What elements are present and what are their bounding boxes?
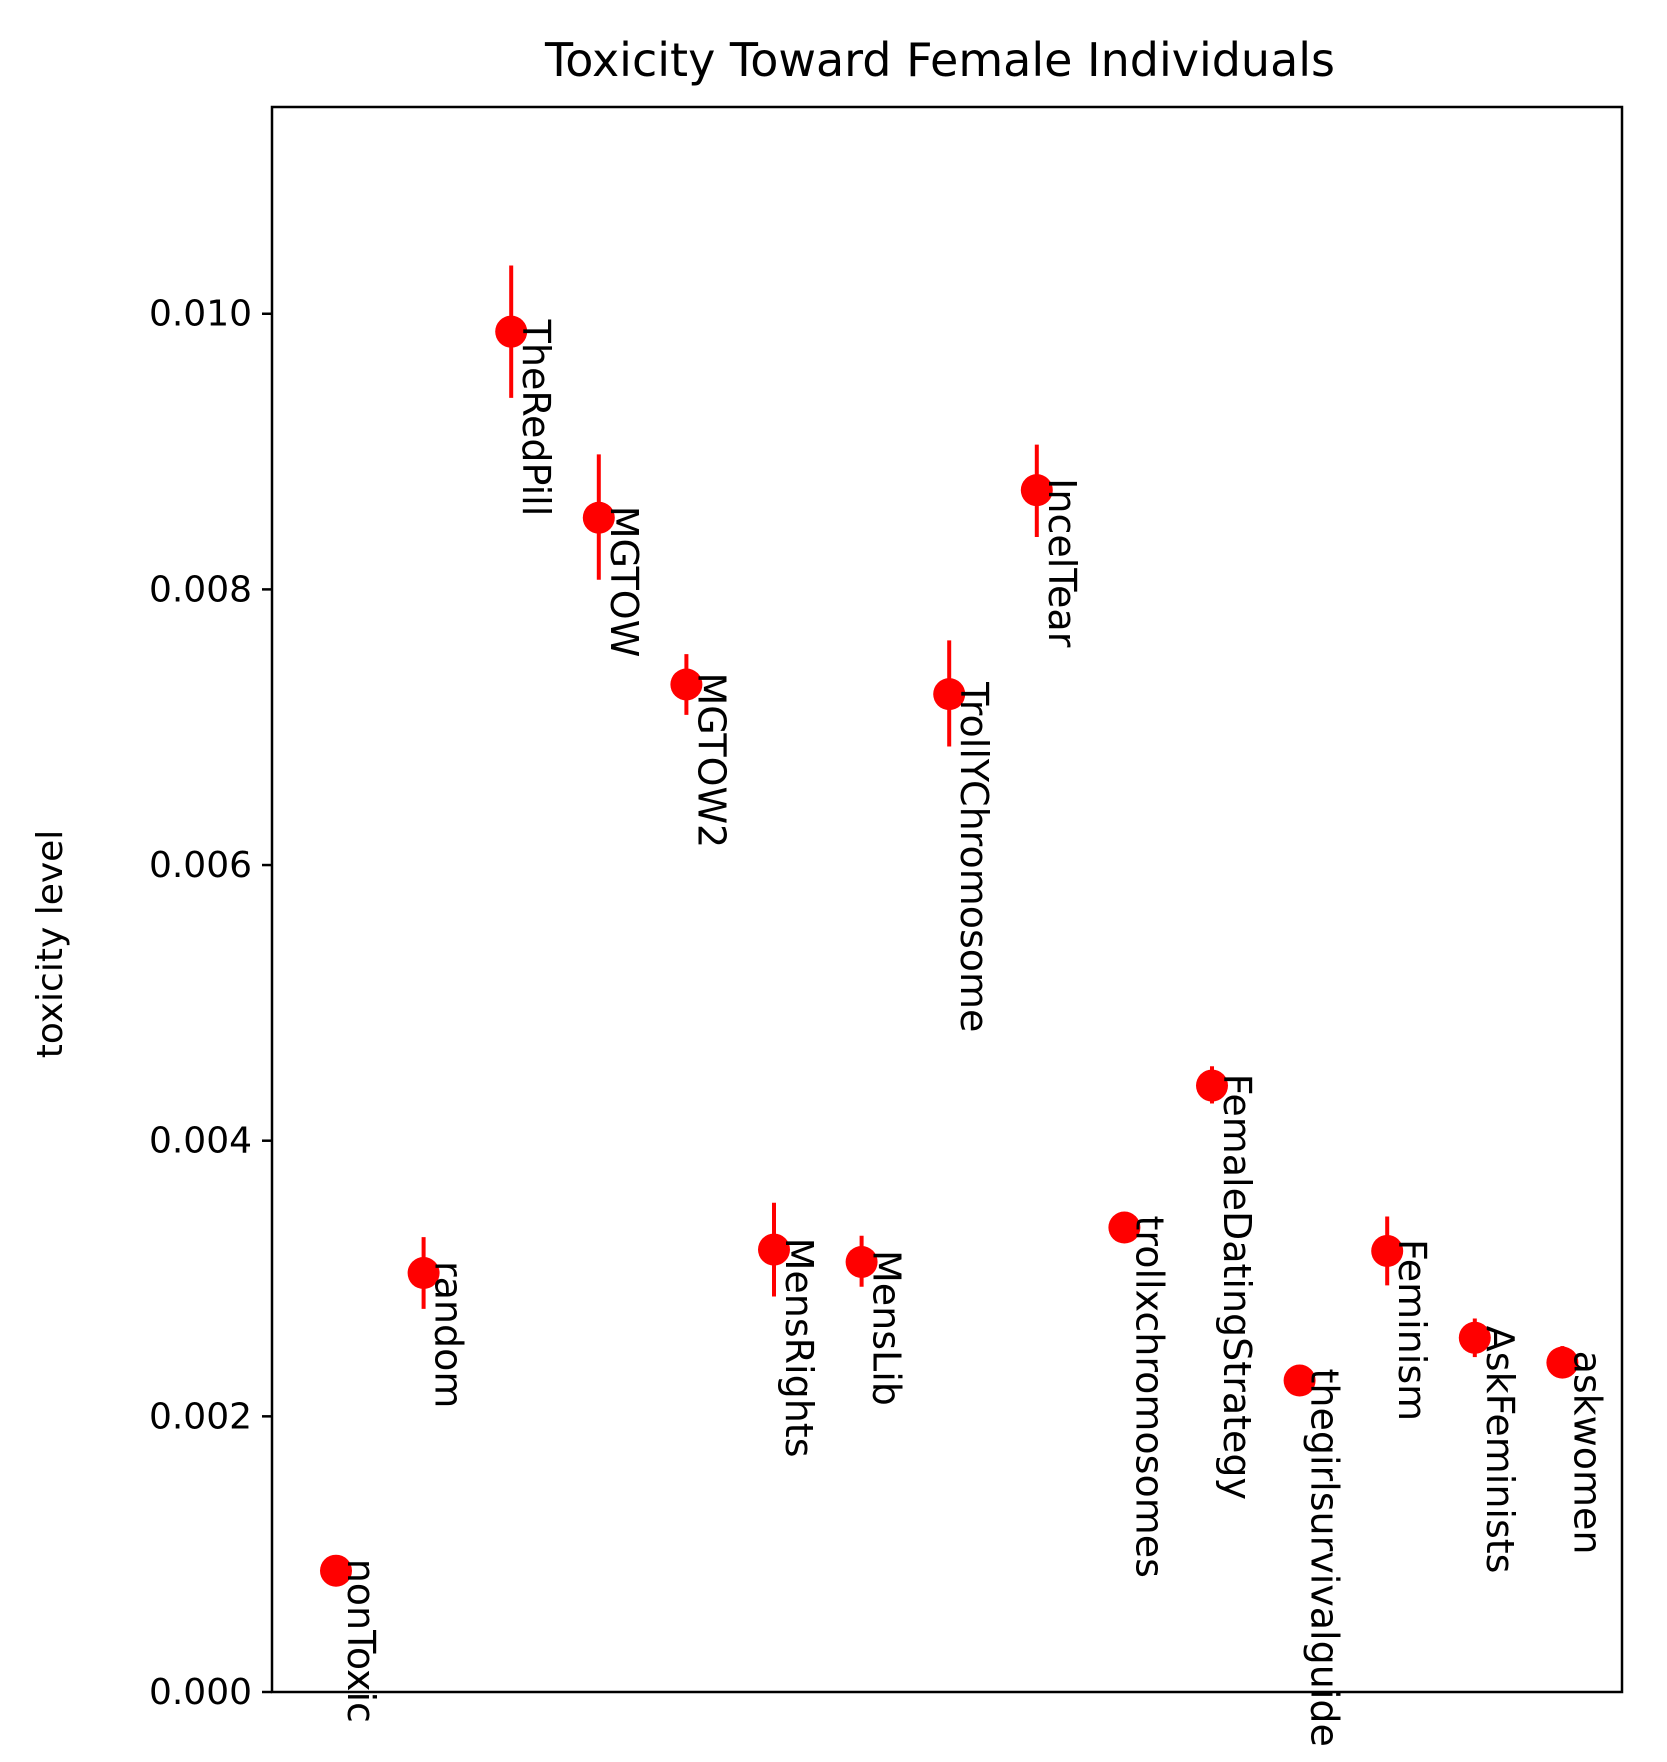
point-label: askwomen	[1565, 1351, 1609, 1555]
y-tick-label: 0.004	[149, 1121, 252, 1162]
plot-frame	[270, 105, 1624, 1694]
point-label: MensLib	[865, 1250, 909, 1406]
y-tick-label: 0.006	[149, 845, 252, 886]
data-point	[1458, 1321, 1491, 1354]
point-label: TheRedPill	[514, 319, 558, 517]
point-label: trollxchromosomes	[1127, 1216, 1171, 1578]
data-point	[407, 1257, 440, 1290]
y-tick-label: 0.002	[149, 1396, 252, 1437]
point-label: Feminism	[1390, 1239, 1434, 1421]
data-point	[1371, 1234, 1404, 1267]
data-point	[933, 678, 966, 711]
data-point	[1196, 1069, 1228, 1102]
data-point	[1283, 1364, 1316, 1397]
y-axis-label: toxicity level	[30, 830, 71, 1059]
point-label: MensRights	[777, 1238, 821, 1458]
markers	[320, 315, 1579, 1587]
y-ticks: 0.000 0.002 0.004 0.006 0.008 0.010	[149, 294, 272, 1713]
data-point	[845, 1245, 878, 1278]
y-tick-label: 0.010	[149, 294, 252, 335]
point-label: thegirlsurvivalguide	[1303, 1369, 1347, 1747]
point-labels: nonToxic random TheRedPill MGTOW MGTOW2 MensR…	[339, 319, 1609, 1747]
data-point	[670, 668, 703, 701]
point-label: nonToxic	[339, 1559, 383, 1723]
y-tick-label: 0.008	[149, 569, 252, 610]
point-label: FemaleDatingStrategy	[1215, 1074, 1259, 1500]
chart-title: Toxicity Toward Female Individuals	[544, 33, 1335, 87]
data-point	[1546, 1346, 1579, 1379]
data-point	[1020, 474, 1053, 507]
data-point	[758, 1233, 790, 1266]
data-point	[582, 501, 615, 534]
point-label: MGTOW	[602, 506, 646, 658]
data-point	[1108, 1211, 1141, 1244]
point-label: TrollYChromosome	[952, 681, 996, 1032]
data-point	[495, 315, 528, 348]
point-label: IncelTear	[1040, 478, 1084, 648]
y-tick-label: 0.000	[149, 1672, 252, 1713]
point-label: AskFeminists	[1478, 1326, 1522, 1574]
data-point	[320, 1554, 352, 1587]
point-label: random	[427, 1261, 471, 1408]
point-label: MGTOW2	[689, 672, 733, 848]
